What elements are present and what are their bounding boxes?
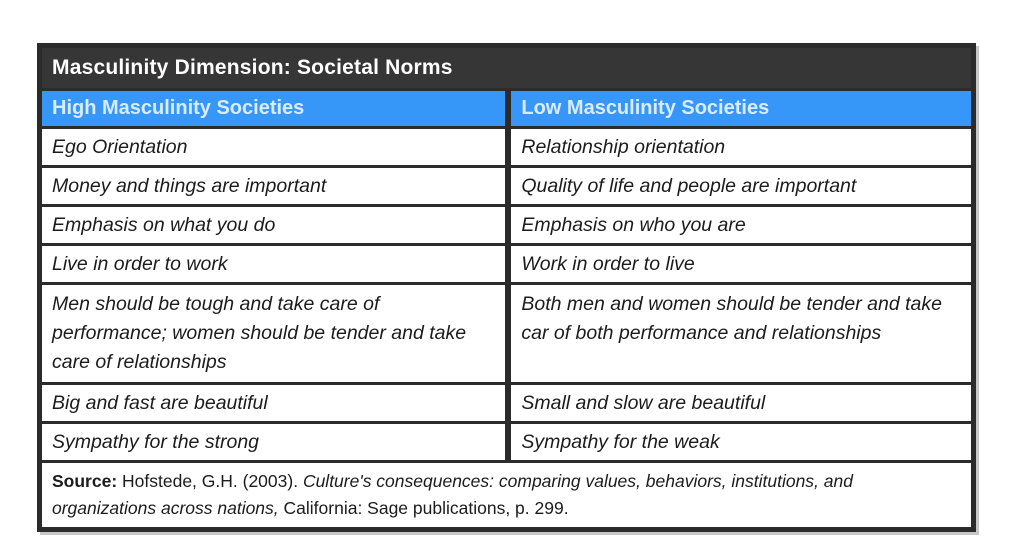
table-cell-low: Emphasis on who you are [506,204,976,246]
table-cell-low: Work in order to live [506,243,976,285]
table-row: Ego Orientation Relationship orientation [38,126,976,168]
table-cell-high: Sympathy for the strong [38,421,512,463]
table-row: Money and things are important Quality o… [38,165,976,207]
table-cell-high: Ego Orientation [38,126,512,168]
table-cell-low: Small and slow are beautiful [506,382,976,424]
table-row: Sympathy for the strong Sympathy for the… [38,421,976,463]
table-cell-low: Quality of life and people are important [506,165,976,207]
table-cell-high: Big and fast are beautiful [38,382,512,424]
table-row: Emphasis on what you do Emphasis on who … [38,204,976,246]
table-cell-low: Both men and women should be tender and … [506,282,976,385]
column-header-low-masculinity: Low Masculinity Societies [506,88,976,129]
table-cell-high: Emphasis on what you do [38,204,512,246]
masculinity-norms-table: Masculinity Dimension: Societal Norms Hi… [37,43,976,532]
source-book-title: Culture's consequences: comparing values… [52,471,853,518]
source-author: Hofstede, G.H. (2003). [117,471,303,491]
table-row: Live in order to work Work in order to l… [38,243,976,285]
table-row: Men should be tough and take care of per… [38,282,976,385]
table-title-row: Masculinity Dimension: Societal Norms [38,44,975,91]
societal-norms-table: Masculinity Dimension: Societal Norms Hi… [37,43,976,532]
table-body: Ego Orientation Relationship orientation… [38,126,976,463]
source-label: Source: [52,471,118,491]
table-cell-high: Money and things are important [38,165,512,207]
table-cell-high: Live in order to work [38,243,512,285]
table-cell-high: Men should be tough and take care of per… [38,282,512,385]
source-publisher: California: Sage publications, p. 299. [278,498,569,518]
table-title: Masculinity Dimension: Societal Norms [38,44,975,91]
source-row: Source: Hofstede, G.H. (2003). Culture's… [38,460,975,531]
table-cell-low: Sympathy for the weak [506,421,976,463]
table-row: Big and fast are beautiful Small and slo… [38,382,976,424]
source-citation: Source: Hofstede, G.H. (2003). Culture's… [38,460,975,531]
table-cell-low: Relationship orientation [506,126,976,168]
column-header-row: High Masculinity Societies Low Masculini… [38,88,976,129]
column-header-high-masculinity: High Masculinity Societies [38,88,512,129]
